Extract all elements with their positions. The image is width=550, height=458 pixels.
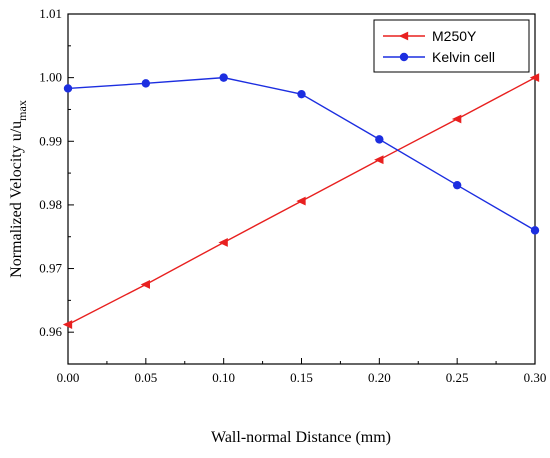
legend-items: M250Y Kelvin cell (383, 28, 495, 65)
y-axis-title-main: Normalized Velocity u/u (8, 121, 25, 278)
data-point (62, 320, 73, 329)
data-point (297, 89, 306, 99)
x-tick-label: 0.10 (212, 370, 235, 385)
axis-ticks: 0.00 0.05 0.10 0.15 0.20 0.25 0.30 0.96 0.97 0.98… (39, 6, 546, 385)
legend-label: Kelvin cell (432, 49, 495, 65)
data-point (375, 135, 384, 144)
series-0 (62, 73, 540, 329)
data-point (451, 114, 462, 124)
x-tick-label: 0.30 (524, 370, 547, 385)
y-axis-title-subscript: max (15, 100, 29, 121)
data-point (296, 196, 306, 206)
data-point (452, 180, 462, 190)
data-point (63, 84, 73, 93)
y-tick-label: 0.96 (39, 324, 62, 339)
legend: M250Y Kelvin cell (373, 19, 530, 73)
x-axis-title: Wall-normal Distance (mm) (211, 429, 391, 446)
legend-marker (398, 31, 409, 41)
data-point (219, 73, 228, 82)
y-tick-label: 1.00 (39, 70, 62, 85)
series-1 (63, 73, 540, 235)
y-tick-label: 0.98 (39, 197, 62, 212)
x-tick-label: 0.05 (134, 370, 157, 385)
x-tick-label: 0.15 (290, 370, 313, 385)
y-axis-title: Normalized Velocity u/umax (8, 100, 29, 278)
legend-marker (399, 52, 409, 62)
y-tick-label: 0.99 (39, 133, 62, 148)
series-layer (62, 73, 540, 329)
legend-label: M250Y (432, 28, 477, 44)
x-tick-label: 0.20 (368, 370, 391, 385)
data-point (529, 73, 540, 83)
data-point (374, 155, 384, 165)
data-point (140, 280, 150, 289)
y-tick-label: 1.01 (39, 6, 62, 21)
series-line (67, 76, 536, 231)
x-tick-label: 0.00 (57, 370, 80, 385)
legend-box (373, 19, 530, 73)
x-tick-label: 0.25 (446, 370, 469, 385)
y-tick-label: 0.97 (39, 261, 62, 276)
data-point (530, 226, 540, 235)
data-point (141, 79, 151, 88)
data-point (218, 238, 228, 247)
